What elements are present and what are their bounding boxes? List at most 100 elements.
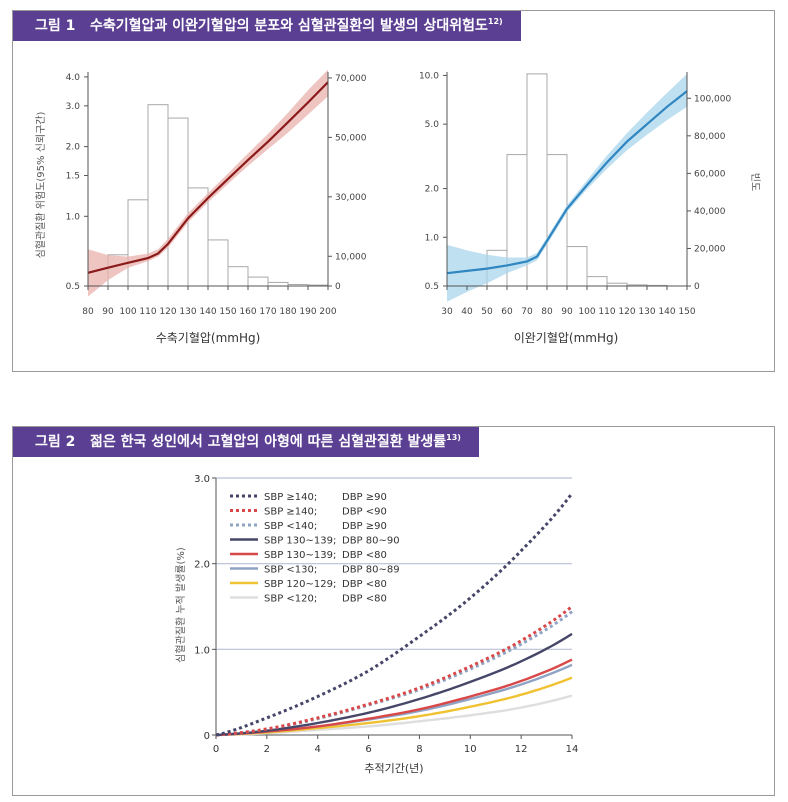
- right-chart-x-tick-label: 50: [481, 307, 493, 317]
- right-chart-x-tick-label: 130: [638, 307, 655, 317]
- legend-dbp-label: DBP ≥90: [342, 521, 387, 532]
- right-chart-x-tick-label: 150: [678, 307, 695, 317]
- right-chart-x-tick-label: 100: [578, 307, 595, 317]
- legend-sbp-label: SBP 130~139;: [264, 550, 336, 561]
- left-chart-x-tick-label: 140: [199, 307, 216, 317]
- right-chart-y2-tick-label: 40,000: [694, 207, 726, 217]
- left-chart-y-tick-label: 1.5: [66, 172, 80, 182]
- figure2-y-tick-label: 2.0: [194, 560, 210, 571]
- left-chart-xlabel: 수축기혈압(mmHg): [156, 331, 261, 345]
- figure2-y-tick-label: 0: [204, 731, 210, 742]
- right-chart-y-tick-label: 1.0: [425, 233, 440, 243]
- figure2-y-tick-label: 1.0: [194, 645, 210, 656]
- figure2-series-line: [215, 632, 573, 737]
- figure2-series-line: [215, 605, 573, 737]
- left-chart-y2-tick-label: 50,000: [335, 133, 367, 143]
- right-chart-x-tick-label: 110: [598, 307, 615, 317]
- left-chart-risk-line: [87, 81, 329, 274]
- legend-dbp-label: DBP <80: [342, 579, 387, 590]
- legend-dbp-label: DBP <90: [342, 507, 387, 518]
- legend-dbp-label: DBP ≥90: [342, 492, 387, 503]
- right-chart: 30 40 50 60 70 80 90 100 110 120 130 140 150 10.0 5.0 2…: [419, 71, 732, 317]
- figure2-title: 젊은 한국 성인에서 고혈압의 아형에 따른 심혈관질환 발생률: [90, 434, 447, 450]
- right-chart-y-tick-label: 2.0: [425, 185, 440, 195]
- figure2-x-tick-label: 8: [416, 744, 422, 755]
- right-chart-y2-tick-label: 80,000: [694, 132, 726, 142]
- right-chart-x-tick-label: 90: [561, 307, 573, 317]
- left-chart-y2-tick-label: 10,000: [335, 252, 367, 262]
- legend-sbp-label: SBP <120;: [264, 594, 317, 605]
- right-chart-x-tick-label: 40: [461, 307, 473, 317]
- left-chart-ci-band: [88, 69, 328, 297]
- left-chart-x-tick-label: 80: [82, 307, 94, 317]
- figure2-x-tick-label: 0: [213, 744, 219, 755]
- legend-sbp-label: SBP ≥140;: [264, 492, 317, 503]
- figure2-x-tick-label: 14: [566, 744, 579, 755]
- left-chart-x-tick-label: 120: [159, 307, 176, 317]
- figure1-banner: 그림 1 수축기혈압과 이완기혈압의 분포와 심혈관질환의 발생의 상대위험도1…: [13, 11, 521, 41]
- right-chart-y2label: 빈도: [749, 173, 761, 191]
- figure2-x-tick-label: 10: [464, 744, 477, 755]
- right-chart-y-tick-label: 5.0: [425, 120, 440, 130]
- figure1-label: 그림 1: [35, 18, 76, 34]
- right-chart-ci-band: [447, 74, 687, 302]
- left-chart-y2-tick-label: 70,000: [335, 74, 367, 84]
- right-chart-y2-tick-label: 0: [694, 282, 700, 292]
- legend-sbp-label: SBP 120~129;: [264, 579, 336, 590]
- legend-sbp-label: SBP <140;: [264, 521, 317, 532]
- left-chart-y-tick-label: 0.5: [66, 282, 80, 292]
- left-chart-x-tick-label: 200: [319, 307, 336, 317]
- figure2-plot: 3.0 2.0 1.0 00 2 4 6 8 10 12 14: [194, 474, 578, 755]
- figure2-x-tick-label: 2: [264, 744, 270, 755]
- figure2-legend: SBP ≥140; DBP ≥90 SBP ≥140; DBP <90 SBP <140…: [230, 492, 400, 605]
- left-chart: 80 90 100 110 120 130 140 150 160 170 180 190 200 4.0…: [66, 69, 367, 317]
- figure2-y-tick-label: 3.0: [194, 474, 210, 485]
- right-chart-y2-tick-label: 100,000: [694, 94, 731, 104]
- figure1-panel: 그림 1 수축기혈압과 이완기혈압의 분포와 심혈관질환의 발생의 상대위험도1…: [12, 10, 775, 372]
- left-chart-x-tick-label: 90: [102, 307, 114, 317]
- left-chart-ylabel: 심혈관질환 위험도(95% 신뢰구간): [34, 112, 47, 259]
- figure2-banner: 그림 2 젊은 한국 성인에서 고혈압의 아형에 따른 심혈관질환 발생률13): [13, 427, 479, 457]
- left-chart-x-tick-label: 190: [299, 307, 316, 317]
- right-chart-y2-tick-label: 60,000: [694, 169, 726, 179]
- left-chart-y-tick-label: 1.0: [66, 212, 81, 222]
- right-chart-y-tick-label: 10.0: [419, 71, 439, 81]
- legend-sbp-label: SBP <130;: [264, 565, 317, 576]
- figure1-ref: 12): [487, 17, 503, 26]
- left-chart-x-tick-label: 170: [259, 307, 276, 317]
- figure2-series-line: [215, 492, 574, 737]
- legend-dbp-label: DBP 80~89: [342, 565, 400, 576]
- figure2-x-tick-label: 6: [365, 744, 371, 755]
- legend-sbp-label: SBP 130~139;: [264, 536, 336, 547]
- left-chart-y-tick-label: 4.0: [66, 73, 81, 83]
- legend-sbp-label: SBP ≥140;: [264, 507, 317, 518]
- left-chart-x-tick-label: 160: [239, 307, 256, 317]
- left-chart-x-tick-label: 150: [219, 307, 236, 317]
- figure2-x-tick-label: 4: [315, 744, 321, 755]
- right-chart-risk-line: [446, 90, 688, 275]
- figure2-xlabel: 추적기간(년): [364, 762, 423, 775]
- right-chart-y2-tick-label: 20,000: [694, 244, 726, 254]
- figure1-title: 수축기혈압과 이완기혈압의 분포와 심혈관질환의 발생의 상대위험도: [90, 18, 488, 34]
- left-chart-x-tick-label: 110: [139, 307, 156, 317]
- right-chart-x-tick-label: 140: [658, 307, 675, 317]
- legend-dbp-label: DBP <80: [342, 550, 387, 561]
- left-chart-x-tick-label: 130: [179, 307, 196, 317]
- legend-dbp-label: DBP 80~90: [342, 536, 400, 547]
- right-chart-x-tick-label: 30: [441, 307, 453, 317]
- left-chart-y-tick-label: 2.0: [66, 143, 81, 153]
- right-chart-x-tick-label: 60: [501, 307, 513, 317]
- right-chart-y-tick-label: 0.5: [425, 282, 439, 292]
- right-chart-xlabel: 이완기혈압(mmHg): [514, 331, 619, 345]
- figure1-charts: 심혈관질환 위험도(95% 신뢰구간) 수축기혈압(mmHg) 이완기혈압(mm…: [34, 69, 761, 345]
- figure2-label: 그림 2: [35, 434, 76, 450]
- left-chart-x-tick-label: 100: [119, 307, 136, 317]
- figure2-ylabel: 심혈관질환 누적 발생률(%): [174, 547, 187, 663]
- right-chart-x-tick-label: 80: [541, 307, 553, 317]
- right-chart-x-tick-label: 120: [618, 307, 635, 317]
- figure2-x-tick-label: 12: [515, 744, 528, 755]
- left-chart-x-tick-label: 180: [279, 307, 296, 317]
- left-chart-y-tick-label: 3.0: [66, 102, 81, 112]
- left-chart-y2-tick-label: 0: [335, 282, 341, 292]
